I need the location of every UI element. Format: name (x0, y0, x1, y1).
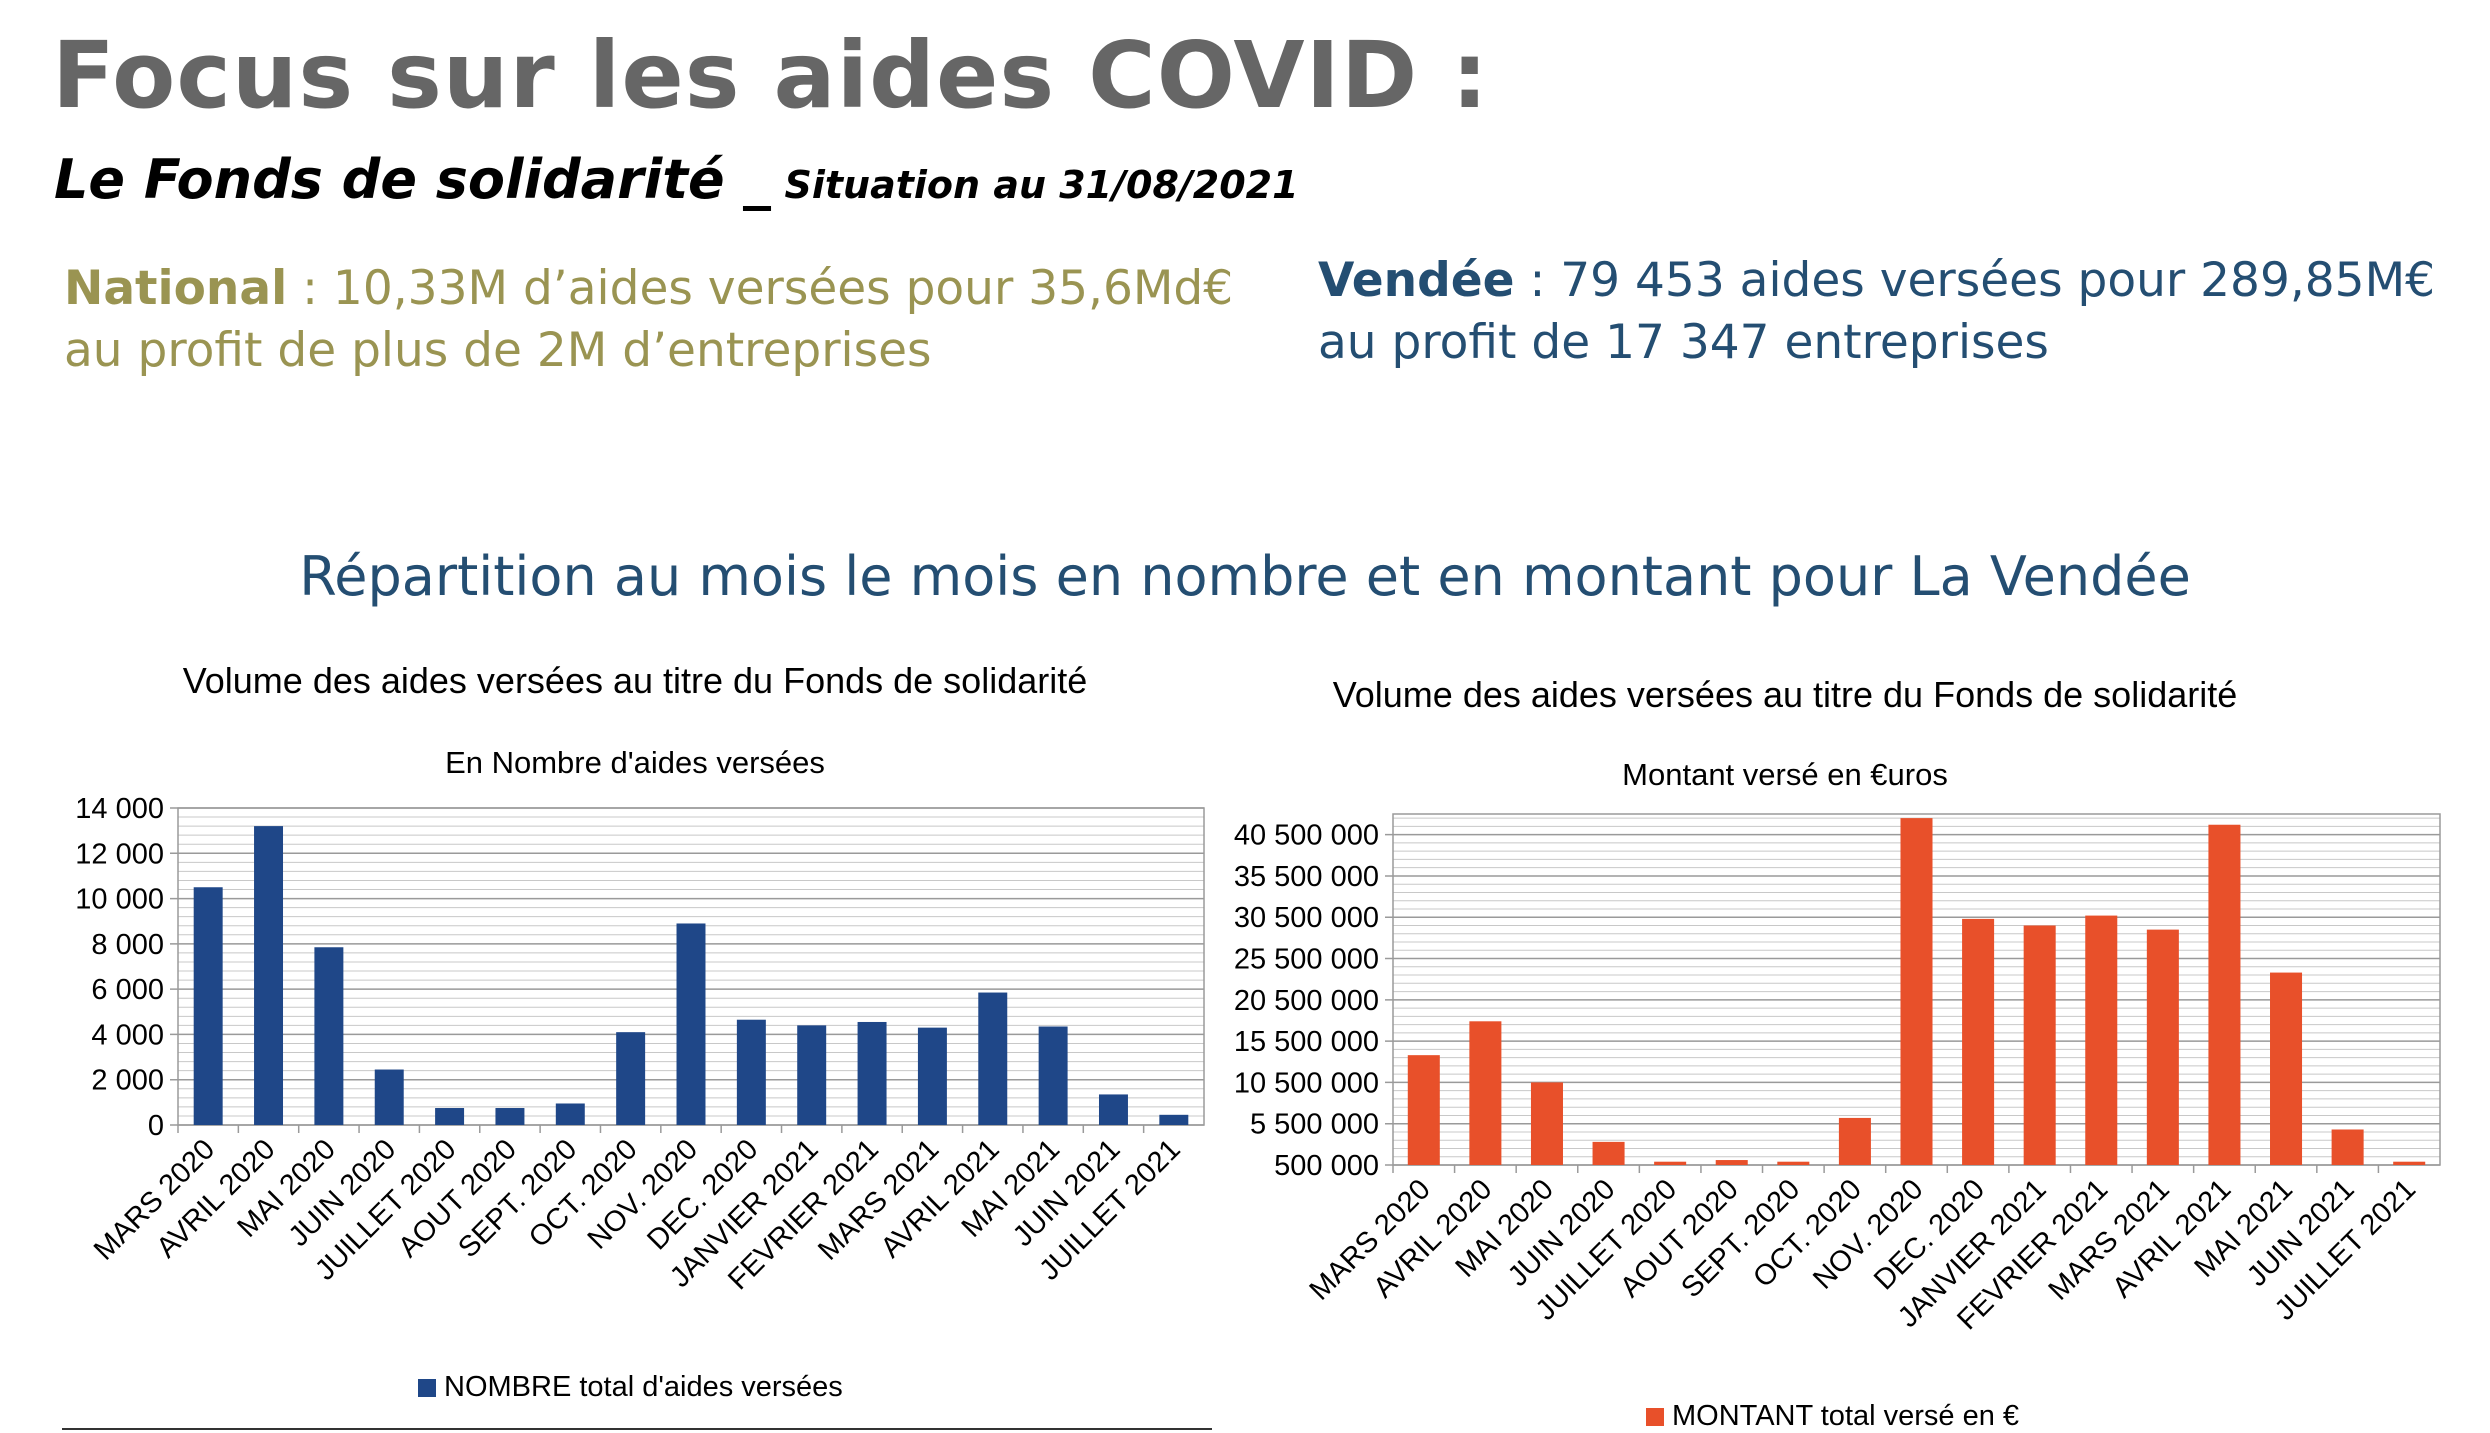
chart1-bar (374, 1069, 404, 1125)
chart2-ytick-label: 35 500 000 (1234, 861, 1379, 893)
chart1-title: Volume des aides versées au titre du Fon… (182, 660, 1088, 701)
chart1-ytick-label: 0 (148, 1110, 164, 1142)
national-line1: : 10,33M d’aides versées pour 35,6Md€ (287, 261, 1234, 316)
page-title: Focus sur les aides COVID : (52, 22, 1490, 129)
subtitle-line: Le Fonds de solidarité _ Situation au 31/… (54, 148, 1299, 211)
chart2-bar (2085, 915, 2118, 1165)
chart1-ytick-label: 2 000 (91, 1065, 164, 1097)
chart1-legend-label: NOMBRE total d'aides versées (444, 1371, 843, 1403)
chart1-bar (555, 1103, 585, 1125)
chart1-bar (917, 1027, 947, 1125)
chart1-legend-swatch (418, 1378, 436, 1397)
vendee-line2: au profit de 17 347 entreprises (1318, 315, 2049, 370)
national-label: National (64, 261, 288, 316)
chart2-ytick-label: 10 500 000 (1234, 1067, 1379, 1099)
subtitle: Le Fonds de solidarité _ (54, 148, 771, 211)
chart1-ytick-label: 8 000 (91, 929, 164, 961)
chart2-bar (1838, 1117, 1871, 1165)
chart1-bar (193, 887, 223, 1125)
chart2-bar (1530, 1082, 1563, 1165)
chart2-ytick-label: 500 000 (1274, 1150, 1379, 1182)
chart1-ytick-label: 6 000 (91, 974, 164, 1006)
chart2-bar (2270, 972, 2303, 1165)
section-title: Répartition au mois le mois en nombre et… (299, 545, 2191, 608)
chart2-bar (2393, 1161, 2426, 1165)
chart1-legend: NOMBRE total d'aides versées (418, 1371, 843, 1404)
national-summary: National : 10,33M d’aides versées pour 3… (64, 258, 1233, 382)
chart2-title: Volume des aides versées au titre du Fon… (1332, 674, 2238, 715)
chart1-bar (978, 992, 1008, 1125)
chart2-ytick-label: 15 500 000 (1234, 1026, 1379, 1058)
chart1-bar (1038, 1026, 1068, 1125)
chart1-bar (797, 1025, 827, 1125)
chart2-bar (1407, 1055, 1440, 1165)
chart1-bar (495, 1108, 525, 1125)
chart1-bar (435, 1108, 465, 1125)
chart2-ytick-label: 5 500 000 (1250, 1109, 1379, 1141)
bottom-rule (62, 1428, 1212, 1430)
chart1-ytick-label: 14 000 (75, 793, 164, 825)
date-note: Situation au 31/08/2021 (784, 163, 1299, 207)
chart1-ytick-label: 12 000 (75, 838, 164, 870)
chart2-legend: MONTANT total versé en € (1646, 1400, 2019, 1433)
chart2-subtitle: Montant versé en €uros (1622, 757, 1948, 792)
chart2-ytick-label: 25 500 000 (1234, 944, 1379, 976)
vendee-summary: Vendée : 79 453 aides versées pour 289,8… (1318, 250, 2435, 374)
chart2-bar (2146, 929, 2179, 1165)
chart2-bar (1715, 1160, 1748, 1165)
chart2-bar (1962, 918, 1995, 1165)
chart2-bar (1654, 1161, 1687, 1165)
chart2-bar (1592, 1141, 1625, 1165)
chart2-legend-label: MONTANT total versé en € (1672, 1400, 2020, 1432)
chart1-bar (616, 1032, 646, 1125)
chart2-bar (2023, 925, 2056, 1165)
chart2-bar (1900, 818, 1933, 1165)
chart1-ytick-label: 10 000 (75, 884, 164, 916)
national-line2: au profit de plus de 2M d’entreprises (64, 323, 932, 378)
chart2-ytick-label: 30 500 000 (1234, 902, 1379, 934)
chart2-bar (1777, 1161, 1810, 1165)
chart2-bar (1469, 1021, 1502, 1165)
chart1-bar (1098, 1094, 1128, 1125)
chart1-ytick-label: 4 000 (91, 1019, 164, 1051)
chart1-subtitle: En Nombre d'aides versées (445, 745, 825, 780)
chart2-bar (2208, 824, 2241, 1165)
chart1-bar (857, 1021, 887, 1125)
chart2-bar (2331, 1129, 2364, 1165)
chart2-ytick-label: 40 500 000 (1234, 820, 1379, 852)
chart2-legend-swatch (1646, 1407, 1664, 1426)
chart2-ytick-label: 20 500 000 (1234, 985, 1379, 1017)
vendee-label: Vendée (1318, 253, 1515, 308)
chart1-bar (314, 947, 344, 1125)
chart1-bar (676, 923, 706, 1125)
chart1-bar (1159, 1114, 1189, 1125)
chart1-bar (254, 826, 284, 1125)
chart1-bar (736, 1019, 766, 1125)
vendee-line1: : 79 453 aides versées pour 289,85M€ (1514, 253, 2436, 308)
